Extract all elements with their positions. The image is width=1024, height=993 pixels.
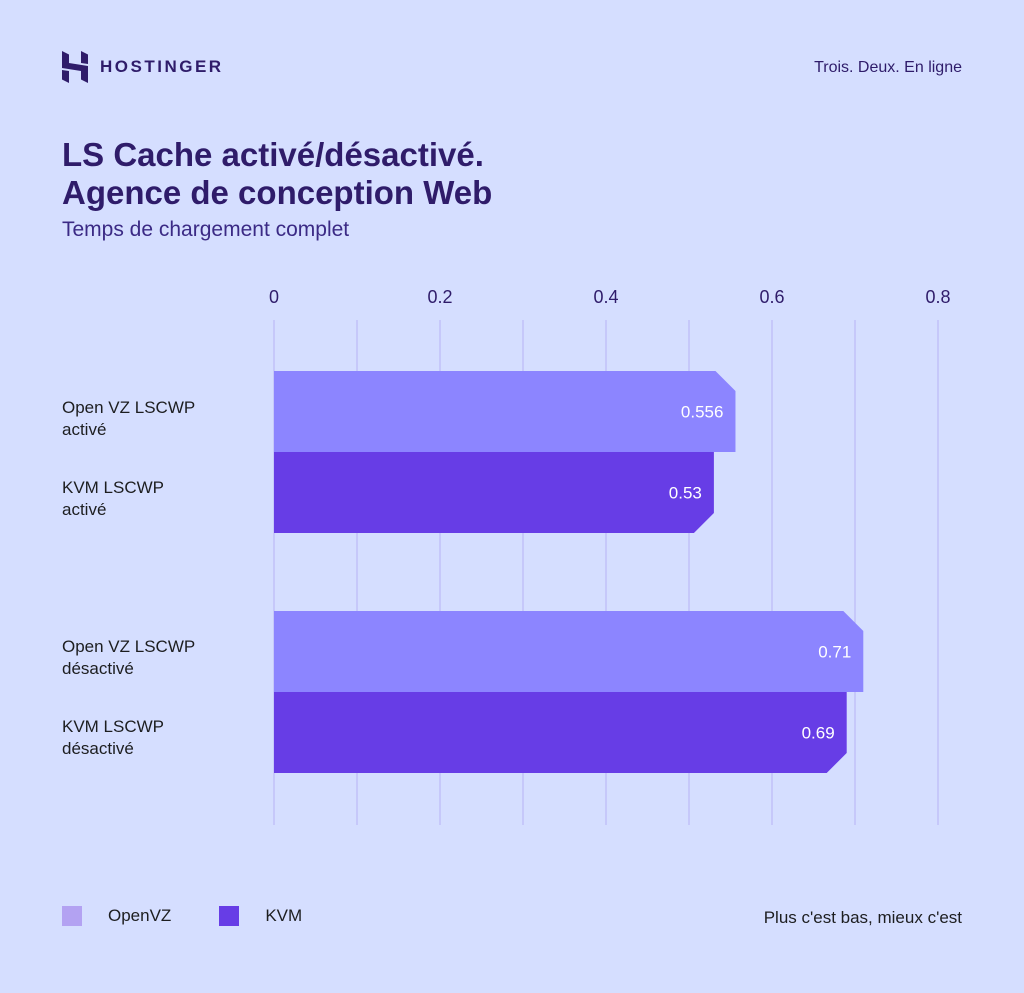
legend-swatch-openvz bbox=[62, 906, 82, 926]
brand-name: HOSTINGER bbox=[100, 57, 224, 76]
bar-openvz bbox=[274, 371, 736, 452]
category-label-line: Open VZ LSCWP bbox=[62, 637, 196, 656]
bar-openvz bbox=[274, 611, 864, 692]
category-label: KVM LSCWP désactivé bbox=[62, 716, 164, 760]
category-label-line: Open VZ LSCWP bbox=[62, 398, 196, 417]
x-tick-label: 0.6 bbox=[759, 287, 784, 307]
chart-title-line: LS Cache activé/désactivé. bbox=[62, 136, 484, 173]
category-label: KVM LSCWP activé bbox=[62, 477, 164, 521]
chart-note: Plus c'est bas, mieux c'est bbox=[763, 908, 962, 927]
category-label-line: désactivé bbox=[62, 659, 134, 678]
data-label: 0.53 bbox=[669, 484, 702, 503]
category-label: Open VZ LSCWP désactivé bbox=[62, 636, 195, 680]
category-label: Open VZ LSCWP activé bbox=[62, 397, 195, 441]
logo: HOSTINGER bbox=[62, 51, 224, 83]
x-tick-label: 0.2 bbox=[427, 287, 452, 307]
legend-label-kvm: KVM bbox=[265, 906, 303, 925]
data-label: 0.71 bbox=[818, 643, 851, 662]
bar-kvm bbox=[274, 452, 714, 533]
tagline: Trois. Deux. En ligne bbox=[814, 59, 962, 76]
chart-title-line: Agence de conception Web bbox=[62, 174, 493, 211]
x-tick-label: 0.8 bbox=[925, 287, 950, 307]
category-label-line: activé bbox=[62, 420, 107, 439]
bar-kvm bbox=[274, 692, 847, 773]
x-tick-label: 0.4 bbox=[593, 287, 618, 307]
category-label-line: désactivé bbox=[62, 739, 134, 758]
chart-subtitle: Temps de chargement complet bbox=[62, 218, 350, 241]
legend-label-openvz: OpenVZ bbox=[108, 906, 172, 925]
category-label-line: activé bbox=[62, 500, 107, 519]
data-label: 0.69 bbox=[802, 724, 835, 743]
legend: OpenVZ KVM bbox=[62, 906, 302, 926]
chart-title: LS Cache activé/désactivé. Agence de con… bbox=[62, 136, 492, 212]
x-tick-label: 0 bbox=[269, 287, 279, 307]
category-label-line: KVM LSCWP bbox=[62, 478, 165, 497]
category-label-line: KVM LSCWP bbox=[62, 717, 165, 736]
data-label: 0.556 bbox=[681, 403, 724, 422]
legend-swatch-kvm bbox=[219, 906, 240, 926]
hostinger-logo-icon bbox=[62, 51, 88, 83]
